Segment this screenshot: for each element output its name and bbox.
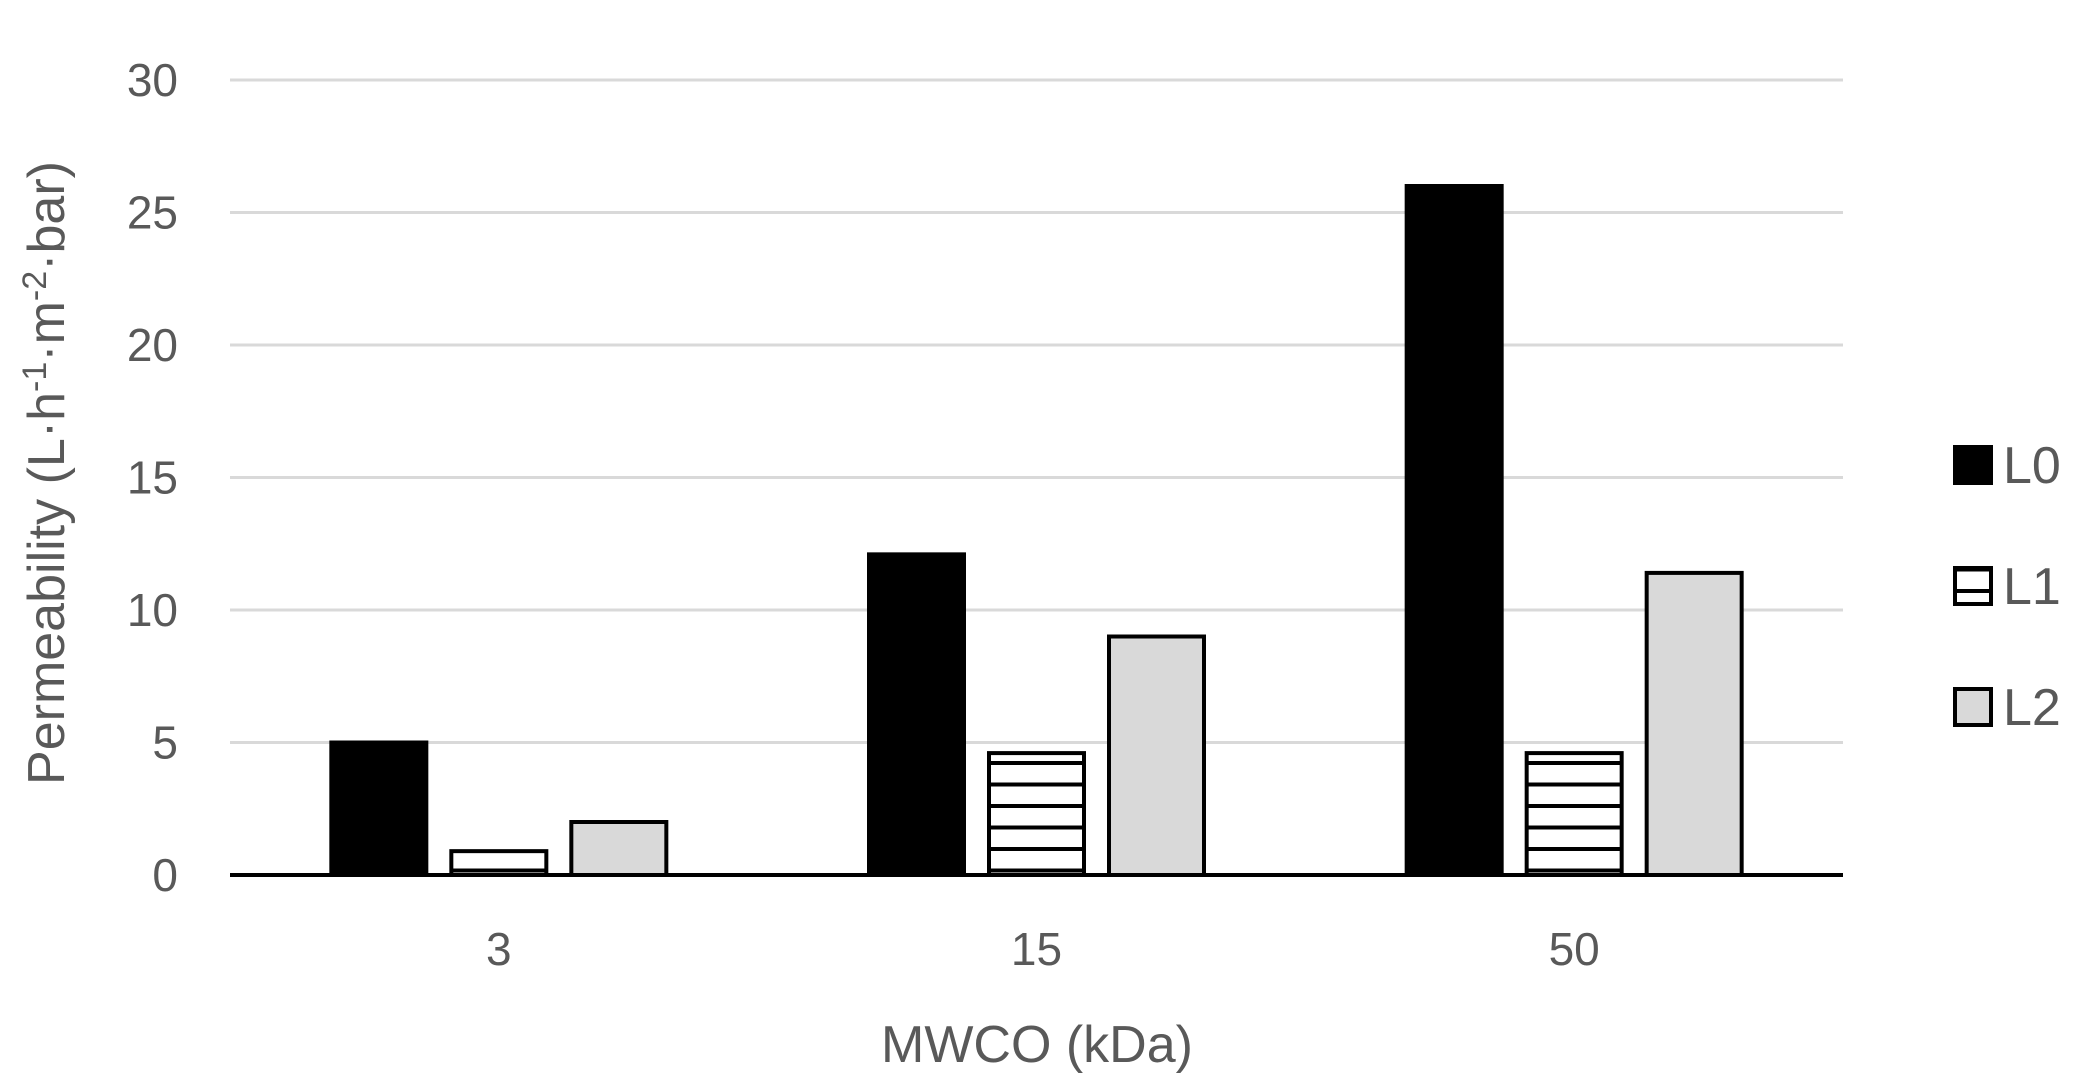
bar-l0-3: [329, 740, 429, 877]
bar-l1-15: [987, 751, 1086, 877]
legend-swatch-l2: [1953, 687, 1993, 727]
x-axis-title: MWCO (kDa): [881, 1016, 1193, 1074]
bars: [329, 184, 1744, 878]
y-tick-label: 15: [127, 452, 178, 504]
legend-swatch-l1: [1953, 566, 1993, 606]
y-tick-label: 10: [127, 584, 178, 636]
y-tick-label: 30: [127, 54, 178, 106]
gridlines: [230, 78, 1843, 744]
bar-l2-50: [1644, 570, 1744, 878]
legend-label-l2: L2: [2003, 679, 2061, 737]
bar-l2-3: [569, 820, 669, 877]
x-tick-label: 50: [1549, 923, 1600, 975]
x-axis-ticks: 3 15 50: [486, 923, 1600, 975]
legend-label-l0: L0: [2003, 437, 2061, 495]
y-tick-label: 20: [127, 319, 178, 371]
bar-l2-15: [1107, 634, 1206, 877]
bar-l0-15: [867, 552, 966, 877]
bar-l0-50: [1404, 184, 1504, 877]
y-tick-label: 25: [127, 187, 178, 239]
y-axis-title: Permeability (L·h-1·m-2·bar): [16, 161, 76, 785]
bar-l1-3: [449, 849, 549, 878]
x-tick-label: 15: [1011, 923, 1062, 975]
legend-label-l1: L1: [2003, 558, 2061, 616]
y-tick-label: 0: [152, 849, 178, 901]
bar-l1-50: [1524, 751, 1624, 877]
x-tick-label: 3: [486, 923, 512, 975]
legend-swatch-l0: [1953, 445, 1993, 485]
y-axis-ticks: 0 5 10 15 20 25 30: [127, 54, 178, 901]
y-tick-label: 5: [152, 717, 178, 769]
legend: L0 L1 L2: [1953, 437, 2061, 737]
